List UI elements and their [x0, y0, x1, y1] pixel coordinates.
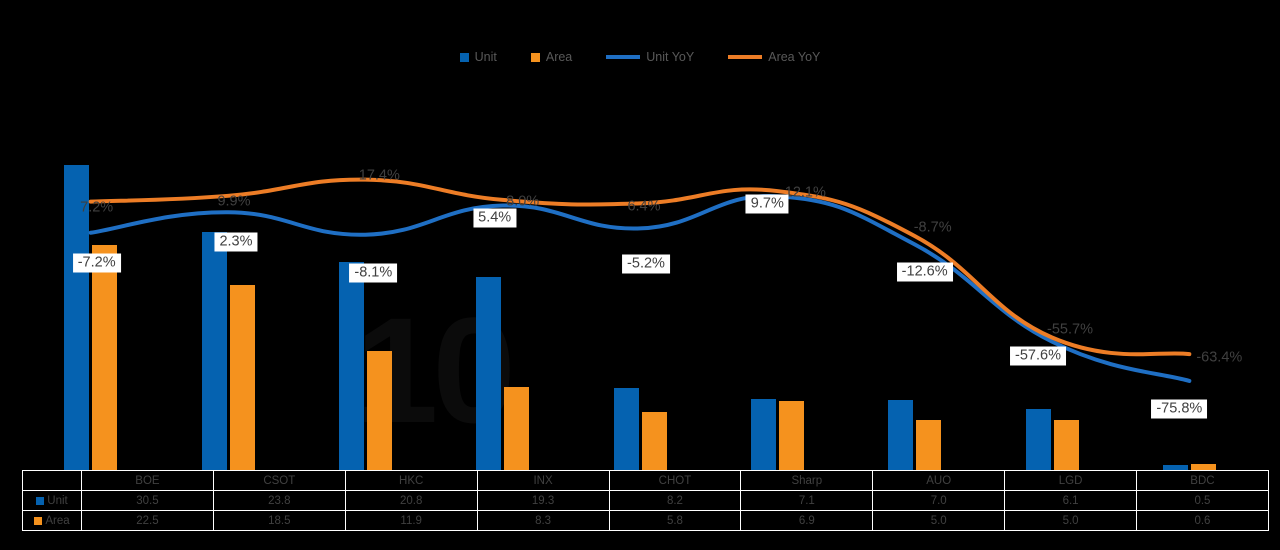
- legend-item-unit-yoy[interactable]: Unit YoY: [606, 50, 694, 64]
- data-table-cell: 30.5: [81, 490, 214, 511]
- data-table-header-row: BOE CSOT HKC INX CHOT Sharp AUO LGD BDC: [22, 470, 1269, 491]
- data-label-area-yoy-lgd: -55.7%: [1047, 321, 1093, 337]
- data-table-header-csot: CSOT: [212, 470, 346, 491]
- data-table-cell: 5.8: [608, 510, 742, 531]
- data-table-row-key-unit: Unit: [22, 490, 82, 511]
- data-label-unit-yoy-boe: -7.2%: [72, 253, 121, 273]
- data-table-cell: 6.1: [1004, 490, 1137, 511]
- data-label-area-yoy-auo: -8.7%: [913, 219, 952, 236]
- bar-area-auo: [916, 420, 942, 470]
- legend-square-marker-icon: [530, 52, 540, 62]
- data-table-cell: 22.5: [81, 510, 214, 531]
- data-table-header-lgd: LGD: [1004, 470, 1137, 491]
- bar-unit-boe: [64, 165, 90, 470]
- data-label-unit-yoy-sharp: 9.7%: [745, 194, 789, 214]
- data-table-cell: 5.0: [872, 510, 1006, 531]
- bar-unit-bdc: [1162, 465, 1188, 470]
- data-label-unit-yoy-csot: 2.3%: [214, 232, 258, 252]
- data-table-header-sharp: Sharp: [740, 470, 874, 491]
- legend-square-marker-icon: [36, 496, 45, 505]
- data-label-unit-yoy-lgd: -57.6%: [1010, 346, 1066, 366]
- legend-item-area[interactable]: Area: [530, 50, 573, 64]
- data-label-area-yoy-inx: 8.0%: [506, 193, 540, 210]
- data-label-area-yoy-chot: 6.4%: [627, 198, 661, 215]
- data-table-cell: 0.6: [1136, 510, 1269, 531]
- data-label-area-yoy-sharp: 12.1%: [784, 184, 826, 201]
- bar-area-lgd: [1053, 420, 1079, 470]
- data-table-header-auo: AUO: [872, 470, 1006, 491]
- data-label-unit-yoy-inx: 5.4%: [473, 208, 517, 228]
- bar-area-sharp: [778, 401, 804, 470]
- chart-legend: Unit Area Unit YoY Area YoY: [0, 46, 1280, 68]
- data-label-area-yoy-hkc: 17.4%: [358, 167, 400, 184]
- data-table-cell: 6.9: [740, 510, 874, 531]
- legend-square-marker-icon: [34, 516, 43, 525]
- bar-unit-chot: [613, 388, 639, 470]
- data-table-cell: 7.1: [740, 490, 874, 511]
- line-series-layer: [88, 177, 1192, 383]
- legend-line-marker-icon: [728, 55, 763, 59]
- legend-label: Area YoY: [768, 50, 821, 64]
- data-table-cell: 7.0: [872, 490, 1006, 511]
- legend-square-marker-icon: [459, 52, 469, 62]
- line-unit-yoy: [88, 194, 1192, 383]
- data-label-unit-yoy-bdc: -75.8%: [1151, 399, 1208, 419]
- data-table-cell: 8.3: [476, 510, 610, 531]
- legend-label: Unit YoY: [646, 50, 695, 64]
- data-label-area-yoy-boe: 7.2%: [80, 199, 114, 216]
- data-table-header-chot: CHOT: [608, 470, 742, 491]
- data-table-row: Unit 30.5 23.8 20.8 19.3 8.2 7.1 7.0 6.1 0.5: [22, 490, 1269, 511]
- legend-item-area-yoy[interactable]: Area YoY: [728, 50, 820, 64]
- data-table-cell: 18.5: [212, 510, 346, 531]
- data-table-header-bdc: BDC: [1136, 470, 1269, 491]
- data-table-row-label: Unit: [47, 494, 68, 507]
- legend-item-unit[interactable]: Unit: [459, 50, 497, 64]
- data-table-row-key-area: Area: [22, 510, 82, 531]
- bar-area-hkc: [366, 351, 392, 470]
- bar-unit-csot: [201, 232, 227, 470]
- bar-area-boe: [92, 245, 118, 470]
- bar-area-bdc: [1190, 464, 1216, 470]
- data-label-unit-yoy-auo: -12.6%: [896, 262, 953, 282]
- legend-label: Area: [545, 50, 573, 64]
- legend-line-marker-icon: [606, 55, 641, 59]
- data-table-body: BOE CSOT HKC INX CHOT Sharp AUO LGD BDC Unit 30.5 2…: [22, 470, 1269, 531]
- line-area-yoy: [88, 177, 1192, 357]
- legend-label: Unit: [474, 50, 497, 64]
- data-table-cell: 5.0: [1004, 510, 1137, 531]
- data-table-header-inx: INX: [476, 470, 610, 491]
- bar-unit-inx: [476, 277, 502, 470]
- data-table: BOE CSOT HKC INX CHOT Sharp AUO LGD BDC Unit 30.5 2…: [22, 470, 1269, 531]
- plot-area: [0, 78, 1280, 470]
- data-table-cell: 20.8: [344, 490, 478, 511]
- bar-unit-lgd: [1025, 409, 1051, 470]
- bar-unit-hkc: [338, 262, 364, 470]
- bar-area-inx: [504, 387, 530, 470]
- data-table-cell: 11.9: [344, 510, 478, 531]
- bar-unit-sharp: [750, 399, 776, 470]
- data-table-row: Area 22.5 18.5 11.9 8.3 5.8 6.9 5.0 5.0 0.6: [22, 510, 1269, 531]
- data-label-area-yoy-csot: 9.9%: [217, 193, 251, 210]
- data-table-corner-cell: [22, 470, 82, 491]
- data-table-header-boe: BOE: [81, 470, 214, 491]
- data-table-cell: 8.2: [608, 490, 742, 511]
- bar-unit-auo: [888, 400, 914, 470]
- data-table-row-label: Area: [45, 514, 70, 527]
- data-table-cell: 0.5: [1136, 490, 1269, 511]
- data-table-cell: 23.8: [212, 490, 346, 511]
- data-label-area-yoy-bdc: -63.4%: [1196, 349, 1243, 366]
- data-label-unit-yoy-chot: -5.2%: [622, 254, 670, 274]
- data-table-cell: 19.3: [476, 490, 610, 511]
- data-label-unit-yoy-hkc: -8.1%: [349, 263, 398, 283]
- data-table-header-hkc: HKC: [344, 470, 478, 491]
- bar-area-csot: [229, 285, 255, 470]
- bar-area-chot: [641, 412, 667, 470]
